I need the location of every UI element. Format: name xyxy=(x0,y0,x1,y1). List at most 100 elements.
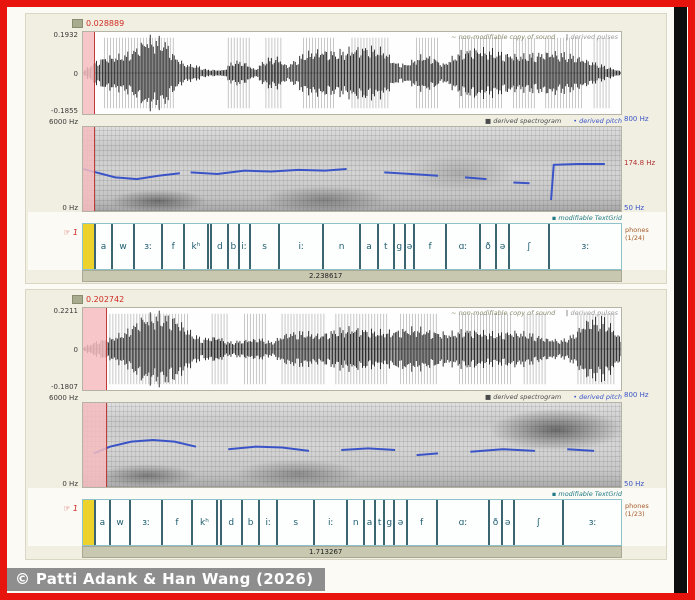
interval-segment[interactable]: kʰ xyxy=(183,224,206,269)
tier-name: phones xyxy=(625,226,649,234)
interval-segment[interactable]: iː xyxy=(313,500,346,545)
amp-zero-label: 0 xyxy=(73,345,78,354)
spectrogram-plot[interactable] xyxy=(82,402,622,488)
amp-min-label: -0.1855 xyxy=(50,107,78,115)
interval-label: n xyxy=(352,517,359,528)
amp-zero-label: 0 xyxy=(73,69,78,78)
textgrid-header: ▪ modifiable TextGrid xyxy=(82,212,622,223)
phones-tier[interactable]: a w ɜː f kʰ d b iː s iː n a t g ə f ɑː ð ə ʃ ɜː xyxy=(82,499,622,546)
interval-segment[interactable]: kʰ xyxy=(190,500,216,545)
interval-segment[interactable]: n xyxy=(346,500,362,545)
interval-segment[interactable] xyxy=(206,224,211,269)
interval-segment[interactable]: s xyxy=(276,500,313,545)
selection-region[interactable] xyxy=(83,32,95,114)
interval-segment[interactable]: ə xyxy=(403,224,413,269)
interval-segment[interactable]: n xyxy=(322,224,359,269)
interval-segment[interactable]: w xyxy=(108,500,130,545)
interval-segment[interactable] xyxy=(215,500,220,545)
pulses-label: ‖ derived pulses xyxy=(565,309,618,317)
interval-segment[interactable]: t xyxy=(376,224,393,269)
sound-type-label: ~ non-modifiable copy of sound xyxy=(451,33,556,41)
interval-label: g xyxy=(396,241,403,252)
waveform-plot[interactable]: ~ non-modifiable copy of sound ‖ derived… xyxy=(82,31,622,115)
selected-interval[interactable] xyxy=(83,224,95,269)
selection-time-label: 0.202742 xyxy=(86,295,125,304)
interval-label: s xyxy=(293,517,299,528)
interval-segment[interactable]: d xyxy=(210,224,227,269)
tier-selector[interactable]: ☞ 1 xyxy=(28,212,82,270)
interval-segment[interactable]: ɜː xyxy=(129,500,161,545)
interval-label: d xyxy=(228,517,235,528)
phones-tier[interactable]: a w ɜː f kʰ d b iː s iː n a t g ə f ɑː ð ə ʃ ɜː xyxy=(82,223,622,270)
interval-segment[interactable]: w xyxy=(110,224,133,269)
tier-info: phones (1/24) xyxy=(622,212,666,270)
textgrid-icon: ▪ xyxy=(551,489,557,498)
textgrid-label: ▪ modifiable TextGrid xyxy=(551,213,622,222)
selection-handle[interactable] xyxy=(72,19,83,28)
interval-segment[interactable]: g xyxy=(382,500,393,545)
interval-segment[interactable]: iː xyxy=(278,224,322,269)
selection-region[interactable] xyxy=(83,127,95,211)
interval-label: g xyxy=(386,517,393,528)
sound-editor-panel-1: 0.028889 0.1932 0 -0.1855 ~ non-modifiab… xyxy=(25,13,667,284)
interval-segment[interactable]: b xyxy=(227,224,237,269)
sound-editor-panel-2: 0.202742 0.2211 0 -0.1807 ~ non-modifiab… xyxy=(25,289,667,560)
spectrogram-legend: ■ derived spectrogram • derived pitch xyxy=(82,115,622,126)
selection-region[interactable] xyxy=(83,403,108,487)
spectrogram-plot[interactable] xyxy=(82,126,622,212)
interval-segment[interactable]: d xyxy=(219,500,241,545)
interval-segment[interactable]: ð xyxy=(479,224,495,269)
interval-segment[interactable]: f xyxy=(161,224,183,269)
duration-bar[interactable]: 1.713267 xyxy=(82,546,622,558)
interval-label: w xyxy=(119,241,127,252)
interval-segment[interactable]: ə xyxy=(494,224,508,269)
interval-segment[interactable]: a xyxy=(94,224,111,269)
duration-bar[interactable]: 2.238617 xyxy=(82,270,622,282)
interval-label: f xyxy=(171,241,175,252)
interval-label: kʰ xyxy=(199,517,209,528)
selected-interval[interactable] xyxy=(83,500,95,545)
interval-segment[interactable]: f xyxy=(413,224,445,269)
tier-name: phones xyxy=(625,502,649,510)
interval-segment[interactable]: s xyxy=(248,224,279,269)
interval-segment[interactable]: g xyxy=(392,224,404,269)
interval-segment[interactable]: f xyxy=(405,500,436,545)
interval-segment[interactable]: ɑː xyxy=(435,500,489,545)
interval-segment[interactable]: ɑː xyxy=(444,224,479,269)
tier-selector[interactable]: ☞ 1 xyxy=(28,488,82,546)
interval-segment[interactable]: ð xyxy=(488,500,500,545)
pitch-max-label: 800 Hz xyxy=(624,391,649,399)
interval-segment[interactable]: a xyxy=(94,500,109,545)
waveform-plot[interactable]: ~ non-modifiable copy of sound ‖ derived… xyxy=(82,307,622,391)
interval-segment[interactable]: a xyxy=(359,224,377,269)
textgrid-label: ▪ modifiable TextGrid xyxy=(551,489,622,498)
interval-segment[interactable]: ɜː xyxy=(547,224,621,269)
spec-min-label: 0 Hz xyxy=(62,480,78,488)
selection-region[interactable] xyxy=(83,308,108,390)
interval-segment[interactable]: ɜː xyxy=(562,500,621,545)
interval-segment[interactable]: iː xyxy=(258,500,276,545)
spectrogram-icon: ■ xyxy=(484,392,492,401)
selection-handle[interactable] xyxy=(72,295,83,304)
interval-segment[interactable]: t xyxy=(374,500,383,545)
interval-segment[interactable]: iː xyxy=(237,224,249,269)
pitch-value-label: 174.8 Hz xyxy=(624,158,656,167)
sound-type-label: ~ non-modifiable copy of sound xyxy=(451,309,556,317)
sound-icon: ~ xyxy=(451,33,457,41)
pitch-top-gutter: 800 Hz xyxy=(622,391,666,402)
interval-segment[interactable]: f xyxy=(161,500,191,545)
sound-icon: ~ xyxy=(451,309,457,317)
interval-label: ɜː xyxy=(581,241,590,252)
interval-segment[interactable]: a xyxy=(362,500,374,545)
amp-max-label: 0.1932 xyxy=(53,31,79,39)
interval-segment[interactable]: ʃ xyxy=(512,500,562,545)
textgrid-header: ▪ modifiable TextGrid xyxy=(82,488,622,499)
interval-segment[interactable]: ɜː xyxy=(133,224,161,269)
interval-segment[interactable]: ə xyxy=(500,500,513,545)
interval-segment[interactable]: ʃ xyxy=(508,224,548,269)
duration-label: 2.238617 xyxy=(308,272,343,280)
interval-segment[interactable]: b xyxy=(241,500,258,545)
interval-segment[interactable]: ə xyxy=(393,500,405,545)
selection-time-label: 0.028889 xyxy=(86,19,125,28)
interval-label: t xyxy=(383,241,388,252)
